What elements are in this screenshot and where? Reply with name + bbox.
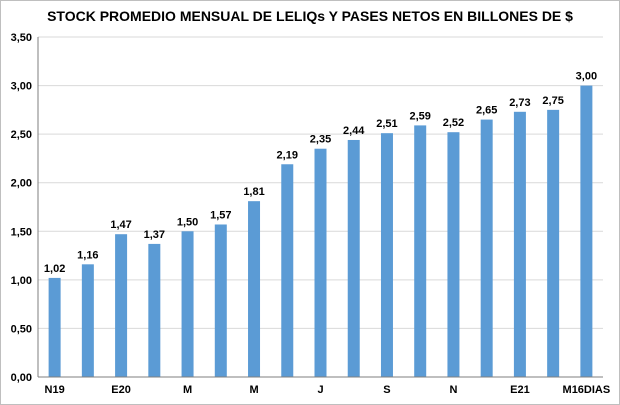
x-axis: N19 E20 M M J S N E21 M16DIAS	[38, 376, 611, 396]
bar	[480, 119, 493, 378]
bar	[580, 85, 593, 378]
y-tick-label: 0,00	[11, 372, 32, 384]
x-tick-label: M16DIAS	[563, 384, 611, 396]
x-tick-label: E20	[111, 384, 131, 396]
data-label: 1,16	[77, 249, 98, 261]
bar	[447, 132, 460, 377]
data-label: 1,02	[44, 263, 65, 275]
data-label: 1,37	[144, 229, 165, 241]
y-tick-label: 3,50	[11, 32, 32, 44]
bar	[148, 243, 161, 377]
y-tick-label: 2,00	[11, 178, 32, 190]
bar	[281, 164, 294, 377]
y-axis: 0,00 0,50 1,00 1,50 2,00 2,50 3,00 3,50	[11, 32, 39, 384]
bar	[513, 111, 526, 378]
bar	[414, 125, 427, 378]
data-label: 1,81	[243, 186, 264, 198]
bar	[248, 201, 261, 377]
data-label: 2,19	[277, 149, 298, 161]
bar	[380, 133, 393, 377]
bar	[181, 231, 194, 377]
data-label: 2,65	[476, 105, 497, 117]
y-tick-label: 3,00	[11, 81, 32, 93]
y-tick-label: 2,50	[11, 129, 32, 141]
data-labels: 1,02 1,16 1,47 1,37 1,50 1,57 1,81 2,19 2,35 2,44…	[44, 71, 597, 275]
y-tick-label: 0,50	[11, 323, 32, 335]
data-label: 2,35	[310, 134, 331, 146]
bar	[214, 224, 227, 377]
x-tick-label: J	[317, 384, 323, 396]
y-tick-label: 1,00	[11, 275, 32, 287]
data-label: 2,73	[509, 97, 530, 109]
bar	[48, 277, 61, 377]
data-label: 2,75	[542, 95, 563, 107]
bars	[48, 85, 593, 378]
data-label: 2,51	[376, 118, 397, 130]
data-label: 2,59	[409, 110, 430, 122]
x-tick-label: M	[183, 384, 192, 396]
bar	[115, 234, 128, 377]
data-label: 2,44	[343, 125, 365, 137]
bar	[547, 109, 560, 377]
y-tick-label: 1,50	[11, 226, 32, 238]
x-tick-label: S	[383, 384, 390, 396]
data-label: 3,00	[576, 71, 597, 83]
data-label: 1,47	[110, 219, 131, 231]
x-tick-label: N19	[45, 384, 65, 396]
x-tick-label: N	[449, 384, 457, 396]
chart-title: STOCK PROMEDIO MENSUAL DE LELIQs Y PASES…	[47, 8, 573, 24]
data-label: 1,50	[177, 216, 198, 228]
data-label: 2,52	[443, 117, 464, 129]
bar	[347, 139, 360, 377]
bar	[314, 148, 327, 377]
x-tick-label: M	[249, 384, 258, 396]
data-label: 1,57	[210, 209, 231, 221]
bar	[81, 264, 94, 377]
x-tick-label: E21	[510, 384, 530, 396]
